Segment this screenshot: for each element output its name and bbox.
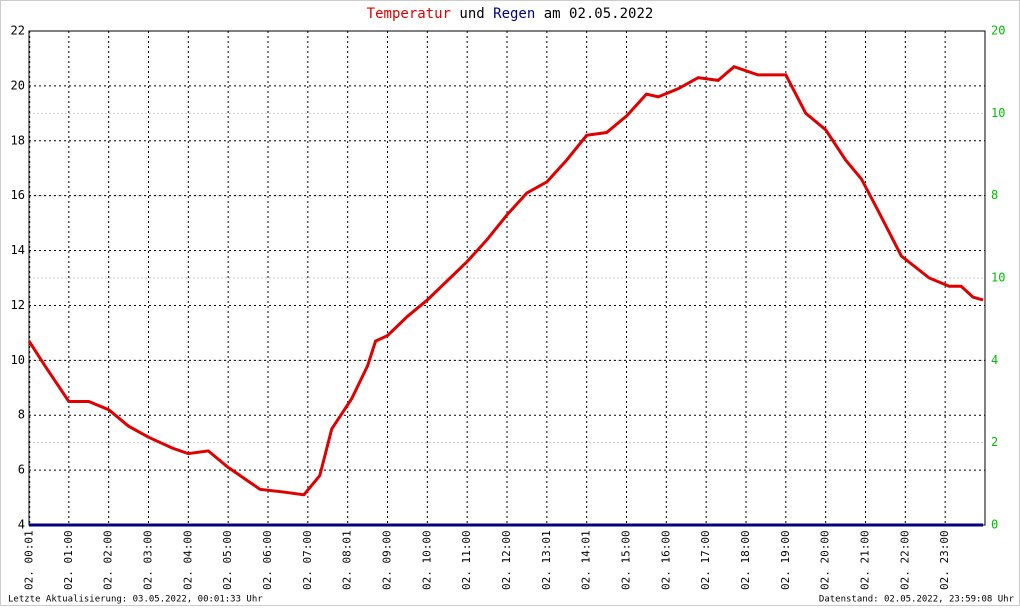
chart-title: Temperatur und Regen am 02.05.2022 — [367, 6, 654, 22]
x-tick-label: 02. 06:00 — [261, 530, 274, 590]
y-tick-label: 22 — [11, 24, 25, 38]
x-tick-label: 02. 14:01 — [580, 530, 593, 590]
x-tick-label: 02. 11:00 — [460, 530, 473, 590]
y2-tick-label: 0 — [991, 518, 998, 532]
x-tick-label: 02. 07:00 — [301, 530, 314, 590]
x-tick-label: 02. 13:01 — [540, 530, 553, 590]
x-tick-label: 02. 16:00 — [659, 530, 672, 590]
x-tick-label: 02. 00:01 — [23, 530, 36, 590]
y2-tick-label: 10 — [991, 271, 1005, 285]
x-tick-label: 02. 19:00 — [779, 530, 792, 590]
footer-left: Letzte Aktualisierung: 03.05.2022, 00:01… — [8, 595, 263, 605]
y-tick-label: 14 — [11, 243, 25, 257]
x-tick-label: 02. 05:00 — [221, 530, 234, 590]
y-tick-label: 6 — [18, 463, 25, 477]
x-tick-label: 02. 09:00 — [381, 530, 394, 590]
x-tick-label: 02. 01:00 — [62, 530, 75, 590]
x-tick-label: 02. 22:00 — [898, 530, 911, 590]
title-part: und — [459, 6, 484, 22]
y-tick-label: 18 — [11, 133, 25, 147]
x-tick-label: 02. 15:00 — [620, 530, 633, 590]
title-part: Regen — [493, 6, 535, 22]
y-tick-label: 16 — [11, 188, 25, 202]
y-tick-label: 20 — [11, 78, 25, 92]
x-tick-label: 02. 03:00 — [142, 530, 155, 590]
title-part: Temperatur — [367, 6, 451, 22]
y2-tick-label: 10 — [991, 106, 1005, 120]
x-tick-label: 02. 21:00 — [859, 530, 872, 590]
series-line — [27, 64, 984, 497]
x-tick-label: 02. 20:00 — [819, 530, 832, 590]
title-part: am 02.05.2022 — [544, 6, 654, 22]
x-tick-label: 02. 04:00 — [181, 530, 194, 590]
y2-tick-label: 20 — [991, 24, 1005, 38]
y-tick-label: 8 — [18, 408, 25, 422]
y2-tick-label: 2 — [991, 435, 998, 449]
x-tick-label: 02. 18:00 — [739, 530, 752, 590]
y-tick-label: 4 — [18, 518, 25, 532]
footer-right: Datenstand: 02.05.2022, 23:59:08 Uhr — [819, 595, 1015, 605]
x-tick-label: 02. 08:01 — [341, 530, 354, 590]
y2-tick-label: 8 — [991, 188, 998, 202]
x-tick-label: 02. 02:00 — [102, 530, 115, 590]
x-tick-label: 02. 10:00 — [420, 530, 433, 590]
x-tick-label: 02. 23:00 — [938, 530, 951, 590]
x-tick-label: 02. 17:00 — [699, 530, 712, 590]
y-tick-label: 10 — [11, 353, 25, 367]
y-tick-label: 12 — [11, 298, 25, 312]
x-tick-label: 02. 12:00 — [500, 530, 513, 590]
y2-tick-label: 4 — [991, 353, 998, 367]
